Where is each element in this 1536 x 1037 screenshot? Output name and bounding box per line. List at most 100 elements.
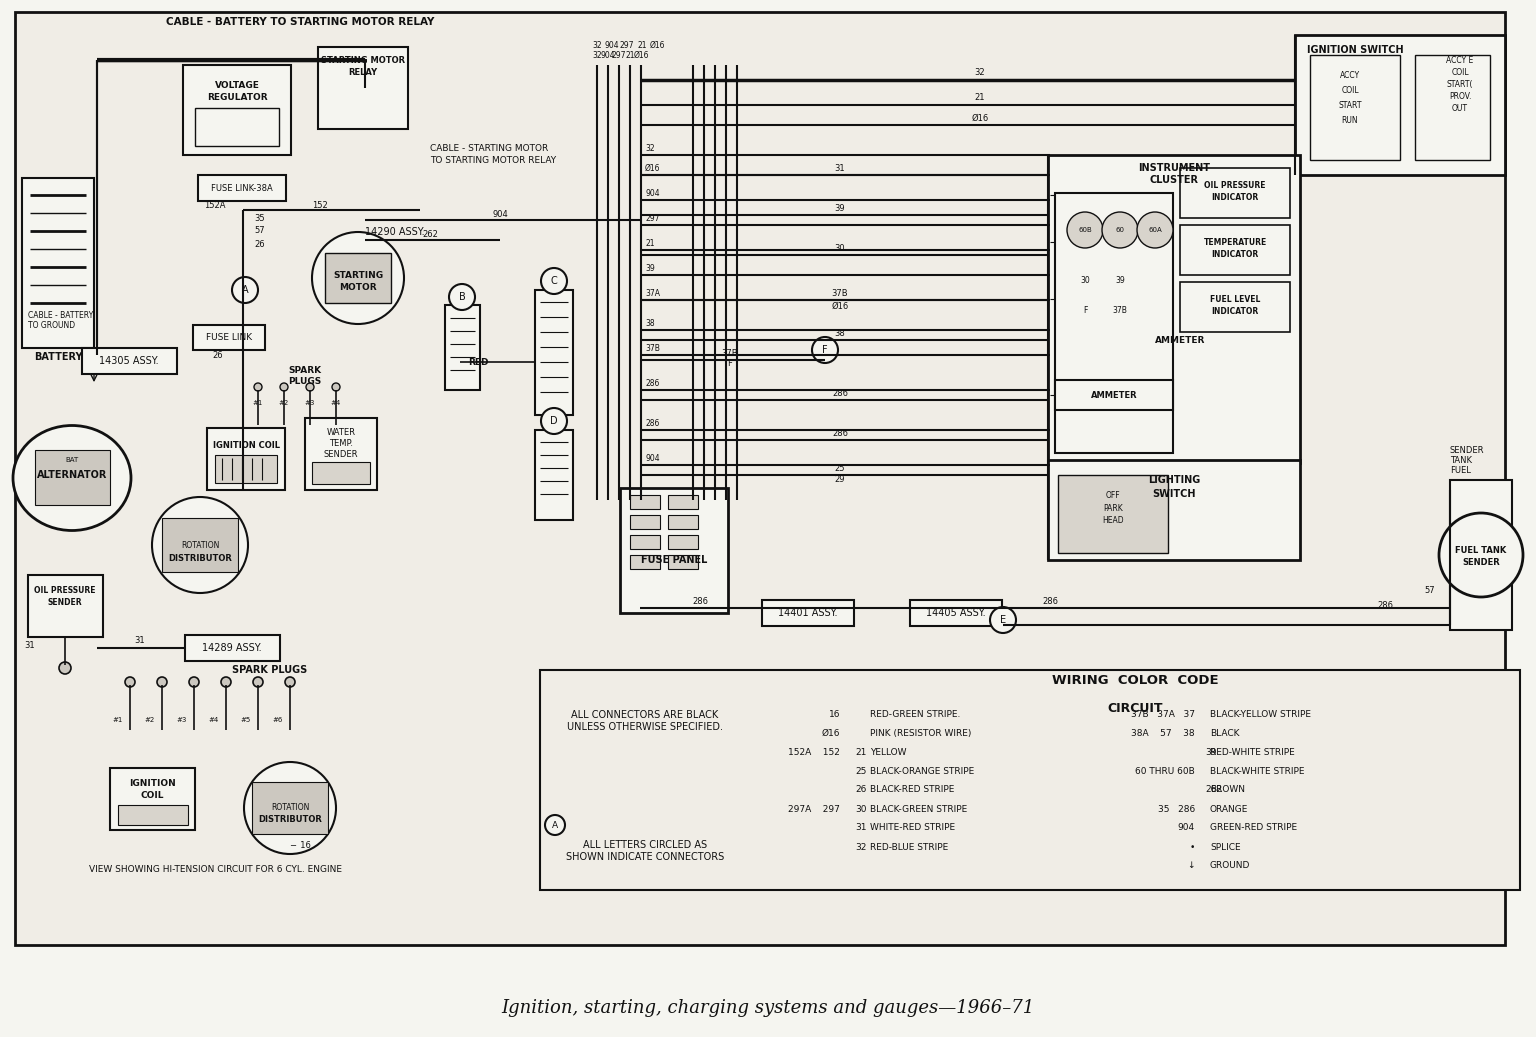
Text: SPLICE: SPLICE — [1210, 842, 1241, 851]
Text: 35: 35 — [255, 214, 266, 223]
Text: 286: 286 — [693, 596, 708, 606]
Text: C: C — [550, 276, 558, 286]
Text: 297: 297 — [619, 40, 634, 50]
Text: 286: 286 — [1376, 600, 1393, 610]
Text: ALL LETTERS CIRCLED AS
SHOWN INDICATE CONNECTORS: ALL LETTERS CIRCLED AS SHOWN INDICATE CO… — [565, 840, 723, 862]
Text: SENDER: SENDER — [1462, 558, 1499, 566]
Bar — [28, 574, 103, 637]
Bar — [184, 635, 280, 661]
Bar — [215, 455, 276, 483]
Text: BLACK-YELLOW STRIPE: BLACK-YELLOW STRIPE — [1210, 709, 1312, 719]
Circle shape — [1439, 513, 1524, 597]
Text: TANK: TANK — [1450, 455, 1471, 465]
Text: Ø16: Ø16 — [831, 302, 848, 310]
Text: 14305 ASSY.: 14305 ASSY. — [100, 356, 158, 366]
Text: SWITCH: SWITCH — [1152, 489, 1195, 499]
Text: 904: 904 — [645, 189, 659, 197]
Text: BLACK-RED STRIPE: BLACK-RED STRIPE — [869, 785, 954, 794]
Text: REGULATOR: REGULATOR — [207, 92, 267, 102]
Text: OUT: OUT — [1452, 104, 1468, 112]
Bar — [621, 488, 728, 613]
Bar — [318, 47, 409, 129]
Text: D: D — [550, 416, 558, 426]
Text: ─  16: ─ 16 — [290, 841, 310, 849]
Text: 14289 ASSY.: 14289 ASSY. — [203, 643, 261, 653]
Text: 21: 21 — [975, 92, 985, 102]
Text: 30: 30 — [856, 805, 866, 813]
Text: 37B: 37B — [831, 288, 848, 298]
Bar — [762, 600, 854, 626]
Text: SPARK PLUGS: SPARK PLUGS — [232, 665, 307, 675]
Text: GROUND: GROUND — [1210, 862, 1250, 870]
Ellipse shape — [12, 425, 131, 531]
Text: #3: #3 — [304, 400, 315, 407]
Text: 57: 57 — [255, 225, 266, 234]
Text: A: A — [241, 285, 249, 295]
Bar — [15, 13, 1504, 944]
Circle shape — [124, 677, 135, 686]
Text: DISTRIBUTOR: DISTRIBUTOR — [167, 554, 232, 562]
Circle shape — [189, 677, 200, 686]
Text: 38: 38 — [645, 318, 654, 328]
Circle shape — [306, 383, 313, 391]
Text: WIRING  COLOR  CODE: WIRING COLOR CODE — [1052, 673, 1218, 686]
Bar — [1180, 282, 1290, 332]
Text: 26: 26 — [856, 785, 866, 794]
Circle shape — [449, 284, 475, 310]
Text: TO GROUND: TO GROUND — [28, 320, 75, 330]
Bar — [1310, 55, 1399, 160]
Circle shape — [157, 677, 167, 686]
Bar — [111, 768, 195, 830]
Circle shape — [813, 337, 839, 363]
Bar — [1180, 168, 1290, 218]
Text: TO STARTING MOTOR RELAY: TO STARTING MOTOR RELAY — [430, 156, 556, 165]
Text: 286: 286 — [833, 389, 848, 397]
Text: #2: #2 — [144, 717, 155, 723]
Text: OIL PRESSURE: OIL PRESSURE — [34, 586, 95, 594]
Bar — [194, 325, 266, 351]
Text: 286: 286 — [1041, 596, 1058, 606]
Text: •: • — [1189, 842, 1195, 851]
Text: 30: 30 — [1080, 276, 1091, 284]
Circle shape — [1068, 212, 1103, 248]
Text: ACCY: ACCY — [1339, 71, 1359, 80]
Text: 32: 32 — [975, 67, 985, 77]
Text: 32: 32 — [856, 842, 866, 851]
Text: IGNITION SWITCH: IGNITION SWITCH — [1307, 45, 1404, 55]
Text: IGNITION COIL: IGNITION COIL — [212, 441, 280, 449]
Text: 904: 904 — [492, 209, 508, 219]
Circle shape — [253, 677, 263, 686]
Text: B: B — [459, 292, 465, 302]
Bar — [161, 518, 238, 572]
Text: START: START — [1338, 101, 1362, 110]
Text: 297: 297 — [645, 214, 659, 223]
Bar — [668, 515, 697, 529]
Text: F: F — [728, 359, 733, 367]
Text: 262: 262 — [1206, 785, 1223, 794]
Text: 32: 32 — [645, 143, 654, 152]
Text: BATTERY: BATTERY — [34, 352, 83, 362]
Text: 26: 26 — [212, 351, 223, 360]
Text: 25: 25 — [834, 464, 845, 473]
Text: CABLE - BATTERY TO STARTING MOTOR RELAY: CABLE - BATTERY TO STARTING MOTOR RELAY — [166, 17, 435, 27]
Text: Ø16: Ø16 — [650, 40, 665, 50]
Bar — [630, 495, 660, 509]
Circle shape — [541, 408, 567, 435]
Text: ORANGE: ORANGE — [1210, 805, 1249, 813]
Bar — [668, 555, 697, 569]
Text: INDICATOR: INDICATOR — [1212, 307, 1258, 315]
Text: 286: 286 — [833, 428, 848, 438]
Circle shape — [221, 677, 230, 686]
Text: YELLOW: YELLOW — [869, 748, 906, 757]
Text: Ø16: Ø16 — [971, 113, 989, 122]
Circle shape — [152, 497, 247, 593]
Text: BLACK-WHITE STRIPE: BLACK-WHITE STRIPE — [1210, 766, 1304, 776]
Text: BAT: BAT — [66, 457, 78, 463]
Text: ALTERNATOR: ALTERNATOR — [37, 470, 108, 480]
Bar — [198, 175, 286, 201]
Text: RUN: RUN — [1341, 115, 1358, 124]
Text: FUSE LINK: FUSE LINK — [206, 333, 252, 341]
Text: Ignition, starting, charging systems and gauges—1966–71: Ignition, starting, charging systems and… — [501, 999, 1035, 1017]
Text: 31: 31 — [25, 641, 35, 649]
Bar — [306, 418, 376, 491]
